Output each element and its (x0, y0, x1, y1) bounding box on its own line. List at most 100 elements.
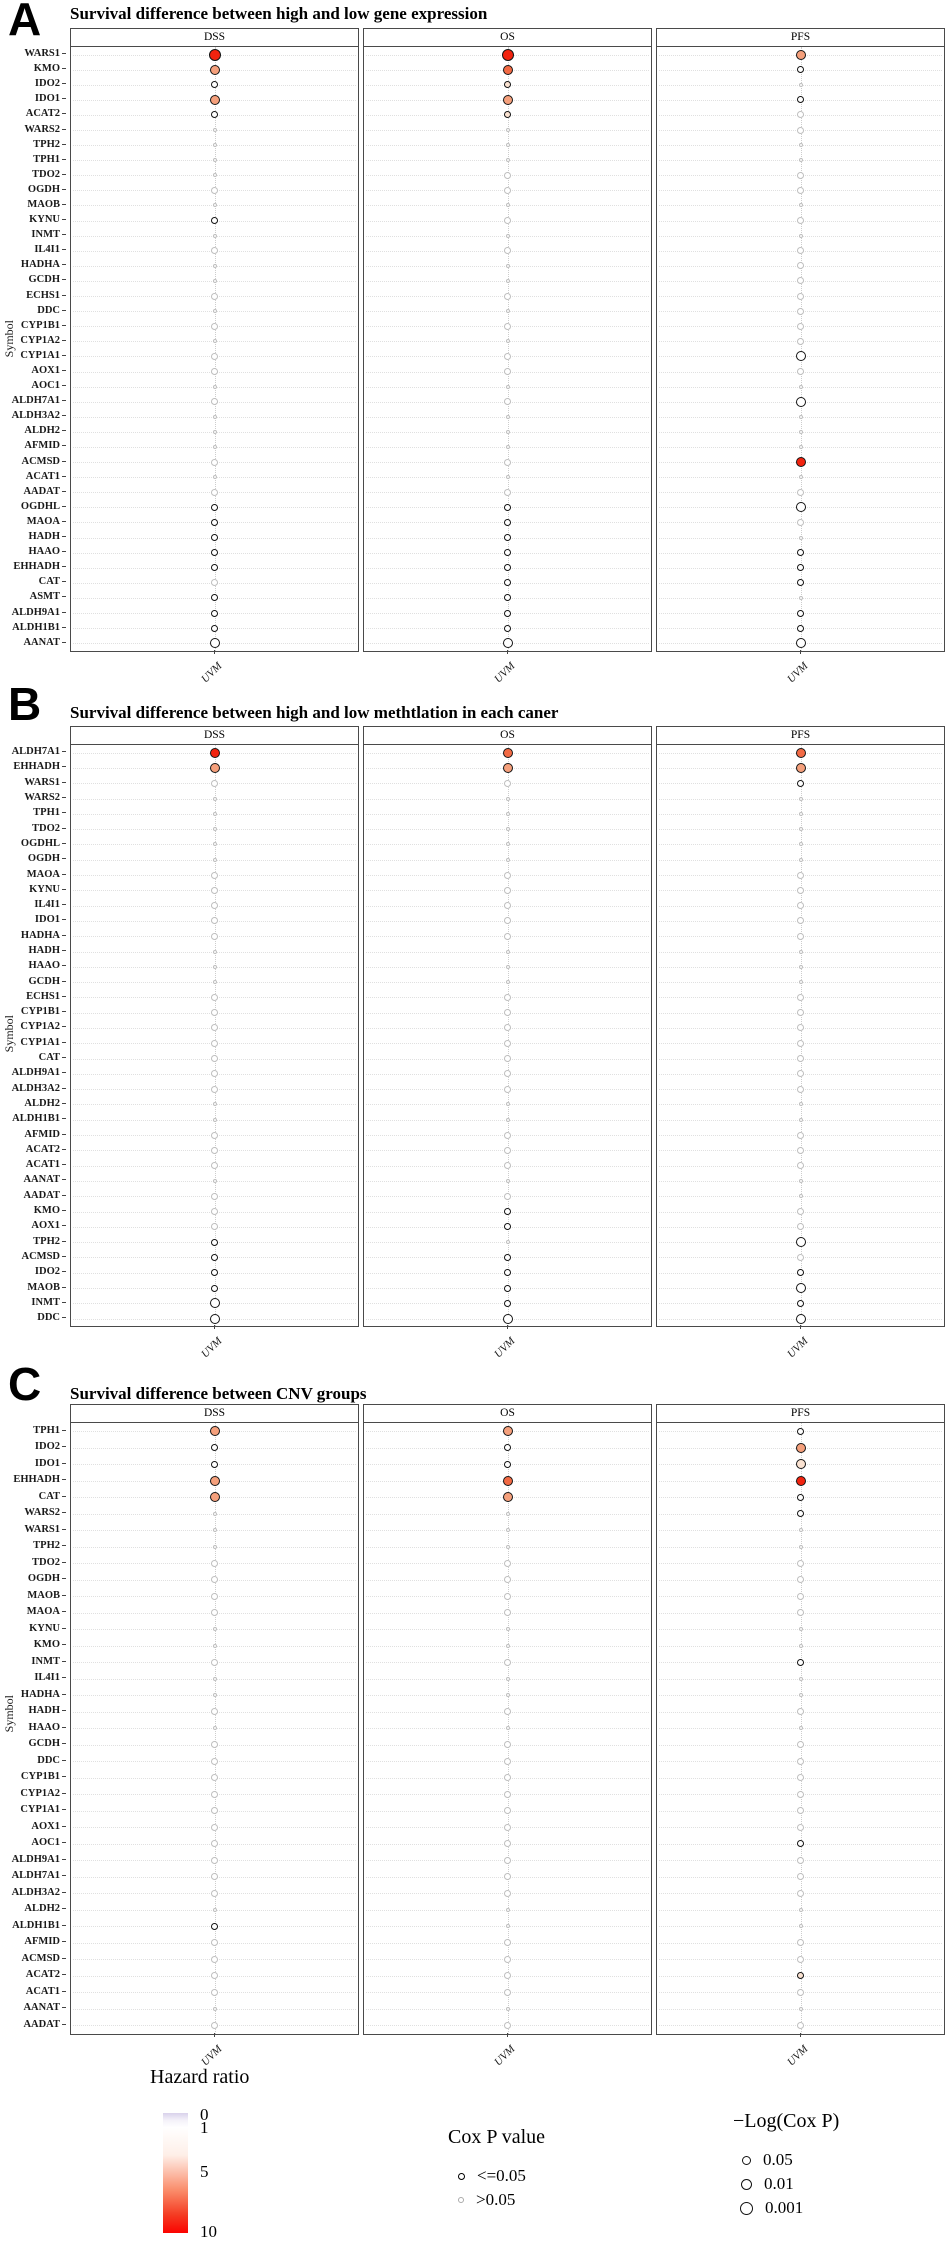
gene-label: ACAT1 (0, 469, 66, 484)
gene-label: ALDH2 (0, 1096, 66, 1111)
gene-row (364, 1020, 651, 1035)
y-tick-mark (62, 781, 66, 783)
gene-row (71, 1158, 358, 1173)
gene-row (364, 515, 651, 530)
gene-row (71, 198, 358, 213)
gene-label: OGDH (0, 851, 66, 866)
gene-row (364, 2017, 651, 2034)
gene-row (657, 1968, 944, 1985)
gene-row (364, 1127, 651, 1142)
gene-row (657, 1605, 944, 1622)
data-dot (211, 1873, 218, 1881)
y-tick-mark (62, 641, 66, 643)
facet-os: OS (363, 1404, 652, 2035)
gene-row (364, 485, 651, 500)
data-dot (797, 1024, 804, 1032)
data-dot (505, 414, 510, 419)
y-tick-mark (62, 1194, 66, 1196)
data-dot (797, 368, 804, 376)
gene-row (657, 379, 944, 394)
data-dot (797, 247, 804, 255)
gene-row (657, 1506, 944, 1523)
gene-row (364, 974, 651, 989)
gene-row (364, 1112, 651, 1127)
y-tick-mark (62, 1271, 66, 1273)
data-dot (504, 1856, 511, 1864)
facet-plot-area (364, 1423, 651, 2034)
gene-label: ALDH9A1 (0, 1065, 66, 1080)
data-dot (504, 1208, 511, 1216)
data-dot (798, 158, 803, 163)
gene-row (657, 1005, 944, 1020)
y-tick-mark (62, 128, 66, 130)
gene-row (71, 1621, 358, 1638)
data-dot (797, 1823, 804, 1831)
data-dot (212, 796, 217, 801)
data-dot (211, 1922, 218, 1930)
y-tick-mark (62, 1726, 66, 1728)
data-dot (211, 1162, 218, 1170)
gene-row (657, 1704, 944, 1721)
gene-label: IDO1 (0, 1455, 66, 1472)
data-dot (504, 1658, 511, 1666)
data-dot (209, 747, 220, 758)
y-tick-mark (62, 83, 66, 85)
gene-row (657, 2017, 944, 2034)
data-dot (212, 1117, 217, 1122)
data-dot (798, 1178, 803, 1183)
data-dot (505, 143, 510, 148)
data-dot (797, 624, 804, 632)
gene-row (71, 1235, 358, 1250)
data-dot (208, 48, 221, 61)
y-tick-mark (62, 98, 66, 100)
data-dot (797, 932, 804, 940)
gene-row (657, 913, 944, 928)
facet-os: OS (363, 28, 652, 652)
data-dot (798, 2006, 803, 2011)
y-tick-mark (62, 460, 66, 462)
data-dot (504, 871, 511, 879)
data-dot (504, 1444, 511, 1452)
data-dot (798, 203, 803, 208)
gene-row (364, 1082, 651, 1097)
data-dot (797, 1955, 804, 1963)
y-tick-mark (62, 1578, 66, 1580)
gene-row (71, 760, 358, 775)
data-dot (504, 1939, 511, 1947)
gene-label: KYNU (0, 212, 66, 227)
y-tick-mark (62, 1875, 66, 1877)
gene-row (71, 1819, 358, 1836)
gene-row (71, 1671, 358, 1688)
data-dot (798, 1117, 803, 1122)
gene-row (364, 153, 651, 168)
y-tick-mark (62, 1891, 66, 1893)
data-dot (211, 871, 218, 879)
data-dot (798, 1627, 803, 1632)
gene-row (657, 364, 944, 379)
gene-row (364, 530, 651, 545)
data-dot (211, 779, 218, 787)
gene-row (364, 1265, 651, 1280)
data-dot (504, 549, 511, 557)
data-dot (504, 1988, 511, 1996)
data-dot (797, 1774, 804, 1782)
gene-row (364, 470, 651, 485)
data-dot (211, 1070, 218, 1078)
gene-label: AFMID (0, 1126, 66, 1141)
gene-row (71, 1189, 358, 1204)
gene-row (71, 1489, 358, 1506)
gene-row (71, 745, 358, 760)
y-tick-mark (62, 264, 66, 266)
gene-row (71, 1250, 358, 1265)
gene-row (364, 944, 651, 959)
gene-row (657, 153, 944, 168)
gene-row (71, 1036, 358, 1051)
gene-label: MAOA (0, 514, 66, 529)
data-dot (504, 1576, 511, 1584)
data-dot (211, 518, 218, 526)
data-dot (211, 1592, 218, 1600)
data-dot (504, 1223, 511, 1231)
data-dot (504, 579, 511, 587)
gene-row (71, 1082, 358, 1097)
facet-plot-area (657, 47, 944, 651)
